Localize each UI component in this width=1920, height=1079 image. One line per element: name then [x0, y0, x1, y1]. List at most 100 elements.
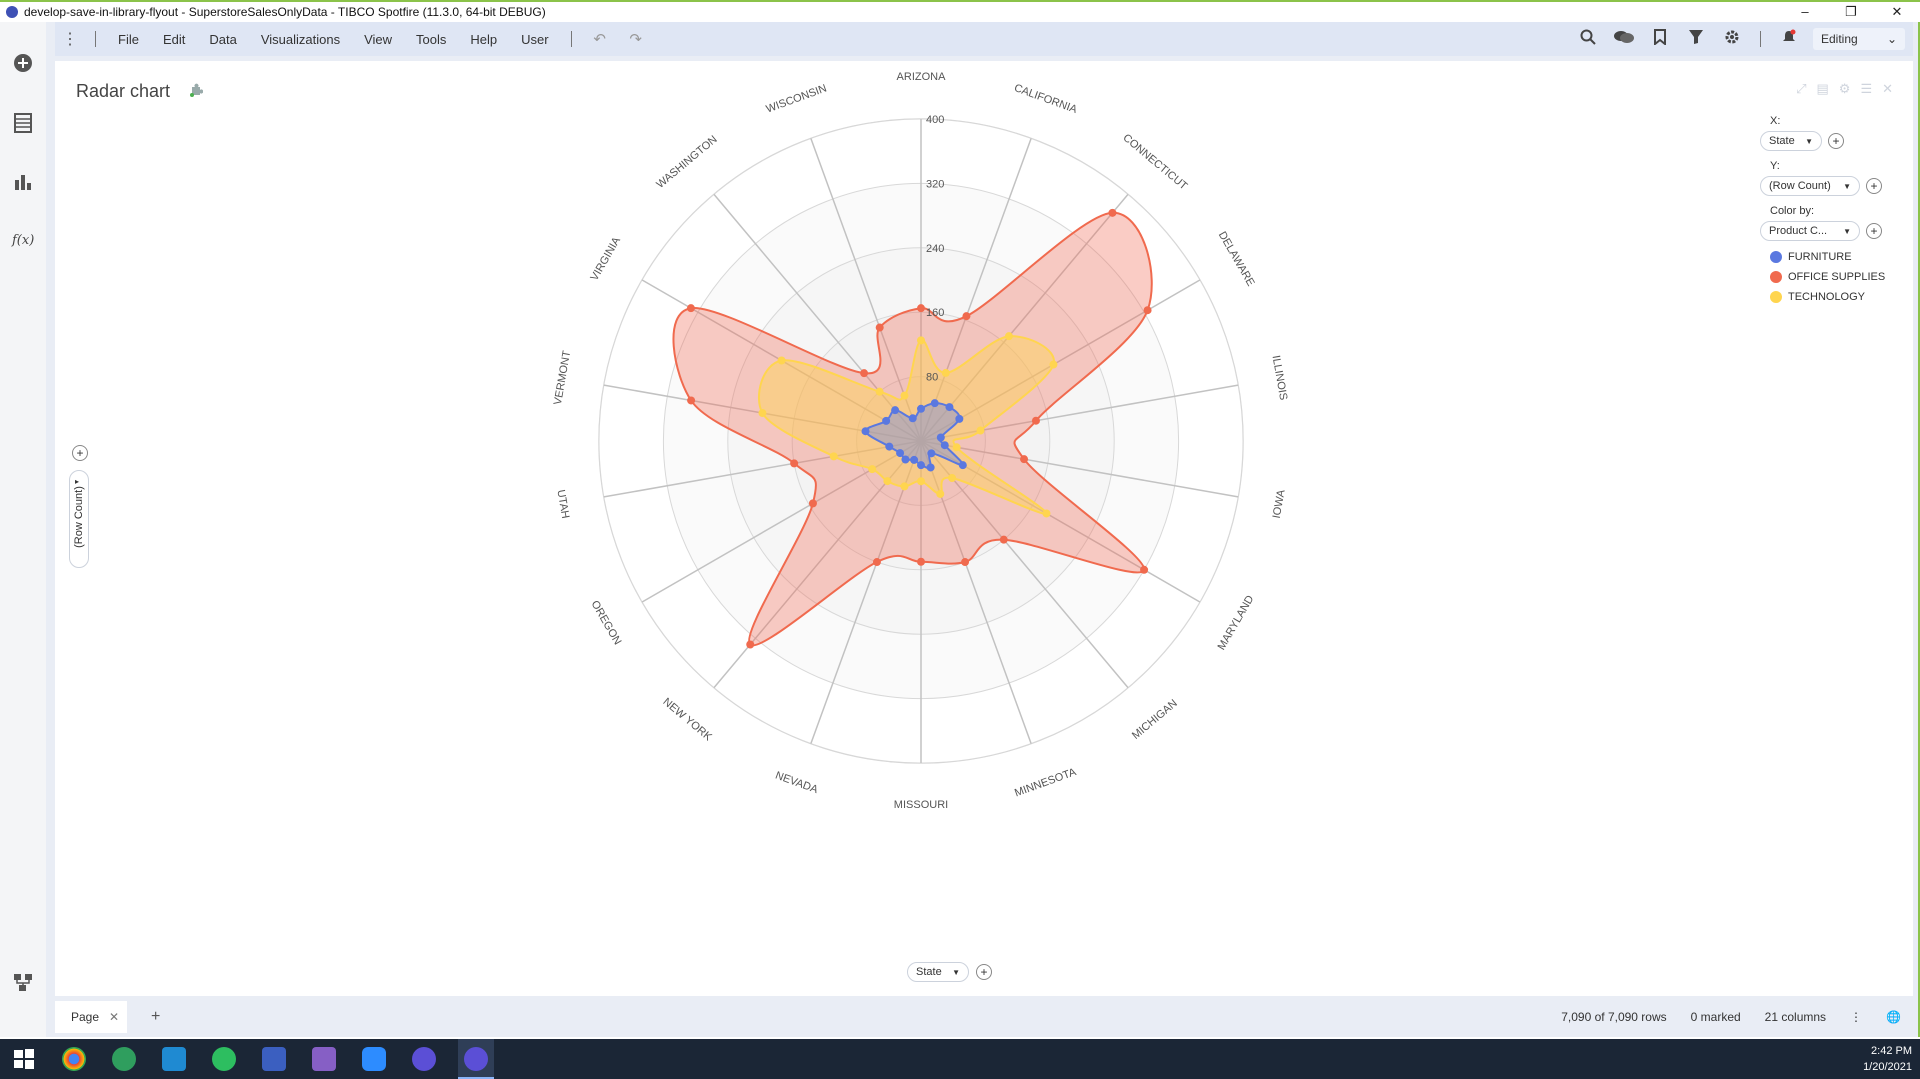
menu-data[interactable]: Data	[209, 31, 237, 47]
spotfire-icon[interactable]	[412, 1047, 436, 1071]
page-tab[interactable]: Page ✕	[55, 1001, 127, 1033]
menu-file[interactable]: File	[118, 31, 139, 47]
data-point-furniture[interactable]	[930, 399, 939, 408]
data-point-office-supplies[interactable]	[875, 323, 884, 332]
data-point-furniture[interactable]	[917, 404, 925, 413]
data-point-technology[interactable]	[1042, 509, 1051, 518]
data-point-furniture[interactable]	[936, 433, 945, 442]
collaboration-icon[interactable]	[1606, 29, 1642, 49]
visualization-title[interactable]: Radar chart	[76, 81, 171, 101]
legend-item-office-supplies[interactable]: OFFICE SUPPLIES	[1770, 271, 1885, 283]
function-icon[interactable]: f(x)	[12, 233, 35, 248]
add-page-icon[interactable]: +	[151, 1008, 161, 1025]
close-page-icon[interactable]: ✕	[109, 1010, 120, 1024]
filter-icon[interactable]	[1678, 29, 1714, 49]
data-point-furniture[interactable]	[896, 449, 905, 458]
data-point-office-supplies[interactable]	[917, 557, 925, 566]
data-point-furniture[interactable]	[955, 414, 964, 423]
data-point-office-supplies[interactable]	[1108, 208, 1117, 217]
data-point-furniture[interactable]	[926, 463, 935, 472]
menu-view[interactable]: View	[364, 31, 393, 47]
data-point-technology[interactable]	[875, 387, 884, 396]
y-axis-panel-add-button[interactable]: +	[1866, 178, 1882, 194]
restore-button[interactable]: ❐	[1845, 4, 1857, 19]
bar-chart-icon[interactable]	[12, 172, 34, 194]
bookmark-icon[interactable]	[1642, 29, 1678, 49]
data-point-furniture[interactable]	[958, 461, 967, 470]
search-icon[interactable]	[1570, 29, 1606, 49]
menu-user[interactable]: User	[521, 31, 549, 47]
zoom-icon[interactable]	[362, 1047, 386, 1071]
data-point-office-supplies[interactable]	[808, 499, 817, 508]
data-point-office-supplies[interactable]	[1140, 565, 1149, 574]
close-window-button[interactable]: ✕	[1891, 4, 1903, 19]
data-point-office-supplies[interactable]	[686, 304, 695, 313]
notifications-icon[interactable]	[1771, 29, 1807, 49]
save-disk-icon[interactable]	[262, 1047, 286, 1071]
data-point-technology[interactable]	[917, 336, 925, 345]
minimize-button[interactable]: –	[1801, 4, 1809, 19]
data-point-office-supplies[interactable]	[999, 535, 1008, 544]
data-point-office-supplies[interactable]	[961, 558, 970, 567]
data-point-office-supplies[interactable]	[917, 304, 925, 313]
data-point-technology[interactable]	[941, 368, 950, 377]
vscode-icon[interactable]	[162, 1047, 186, 1071]
data-point-technology[interactable]	[900, 391, 909, 400]
more-options-icon[interactable]: ⋮	[1850, 1010, 1863, 1024]
data-point-technology[interactable]	[900, 482, 909, 491]
data-point-office-supplies[interactable]	[1031, 416, 1040, 425]
add-icon[interactable]	[12, 53, 34, 75]
data-point-technology[interactable]	[1049, 360, 1058, 369]
editing-mode-dropdown[interactable]: Editing ⌄	[1813, 28, 1905, 50]
data-point-furniture[interactable]	[910, 455, 919, 464]
data-point-furniture[interactable]	[891, 406, 900, 415]
visual-studio-icon[interactable]	[312, 1047, 336, 1071]
y-axis-add-button[interactable]: +	[72, 445, 88, 461]
data-point-office-supplies[interactable]	[790, 459, 799, 468]
puzzle-icon[interactable]	[189, 83, 204, 100]
data-point-office-supplies[interactable]	[746, 640, 755, 649]
data-point-furniture[interactable]	[885, 442, 894, 451]
y-axis-selector[interactable]: ▸ (Row Count)	[69, 470, 89, 568]
data-point-furniture[interactable]	[861, 427, 870, 436]
data-point-furniture[interactable]	[945, 403, 954, 412]
color-by-selector[interactable]: Product C... ▼	[1760, 221, 1860, 241]
legend-list-icon[interactable]: ☰	[1860, 81, 1873, 96]
data-point-furniture[interactable]	[908, 414, 917, 423]
evernote-icon[interactable]	[212, 1047, 236, 1071]
data-point-technology[interactable]	[758, 409, 767, 418]
data-point-office-supplies[interactable]	[1143, 306, 1152, 315]
menu-tools[interactable]: Tools	[416, 31, 447, 47]
redo-icon[interactable]: ↷	[629, 31, 642, 48]
color-by-add-button[interactable]: +	[1866, 223, 1882, 239]
menu-edit[interactable]: Edit	[162, 31, 186, 47]
close-visualization-icon[interactable]: ✕	[1882, 81, 1893, 96]
details-icon[interactable]: ▤	[1816, 81, 1829, 96]
data-point-office-supplies[interactable]	[872, 558, 881, 567]
data-point-furniture[interactable]	[901, 455, 910, 464]
data-table-icon[interactable]	[12, 113, 34, 135]
data-point-technology[interactable]	[829, 452, 838, 461]
data-point-technology[interactable]	[1004, 332, 1013, 341]
properties-gear-icon[interactable]: ⚙	[1838, 81, 1851, 96]
menu-help[interactable]: Help	[470, 31, 498, 47]
data-point-office-supplies[interactable]	[1020, 455, 1029, 464]
data-point-technology[interactable]	[883, 477, 892, 486]
data-point-office-supplies[interactable]	[962, 312, 971, 321]
data-point-technology[interactable]	[777, 356, 786, 365]
y-axis-value-selector[interactable]: (Row Count) ▼	[1760, 176, 1860, 196]
globe-icon[interactable]: 🌐	[1886, 1010, 1901, 1024]
data-point-furniture[interactable]	[917, 461, 925, 470]
slack-icon[interactable]	[112, 1047, 136, 1071]
data-point-office-supplies[interactable]	[860, 369, 869, 378]
x-axis-bottom-add-button[interactable]: +	[976, 964, 992, 980]
maximize-icon[interactable]: ⤢	[1796, 81, 1807, 96]
data-canvas-icon[interactable]	[12, 972, 34, 994]
data-point-technology[interactable]	[952, 443, 961, 452]
menu-visualizations[interactable]: Visualizations	[260, 31, 341, 47]
data-point-furniture[interactable]	[927, 449, 936, 458]
legend-item-furniture[interactable]: FURNITURE	[1770, 251, 1852, 263]
x-axis-add-button[interactable]: +	[1828, 133, 1844, 149]
x-axis-selector[interactable]: State ▼	[1760, 131, 1822, 151]
data-point-technology[interactable]	[936, 489, 945, 498]
